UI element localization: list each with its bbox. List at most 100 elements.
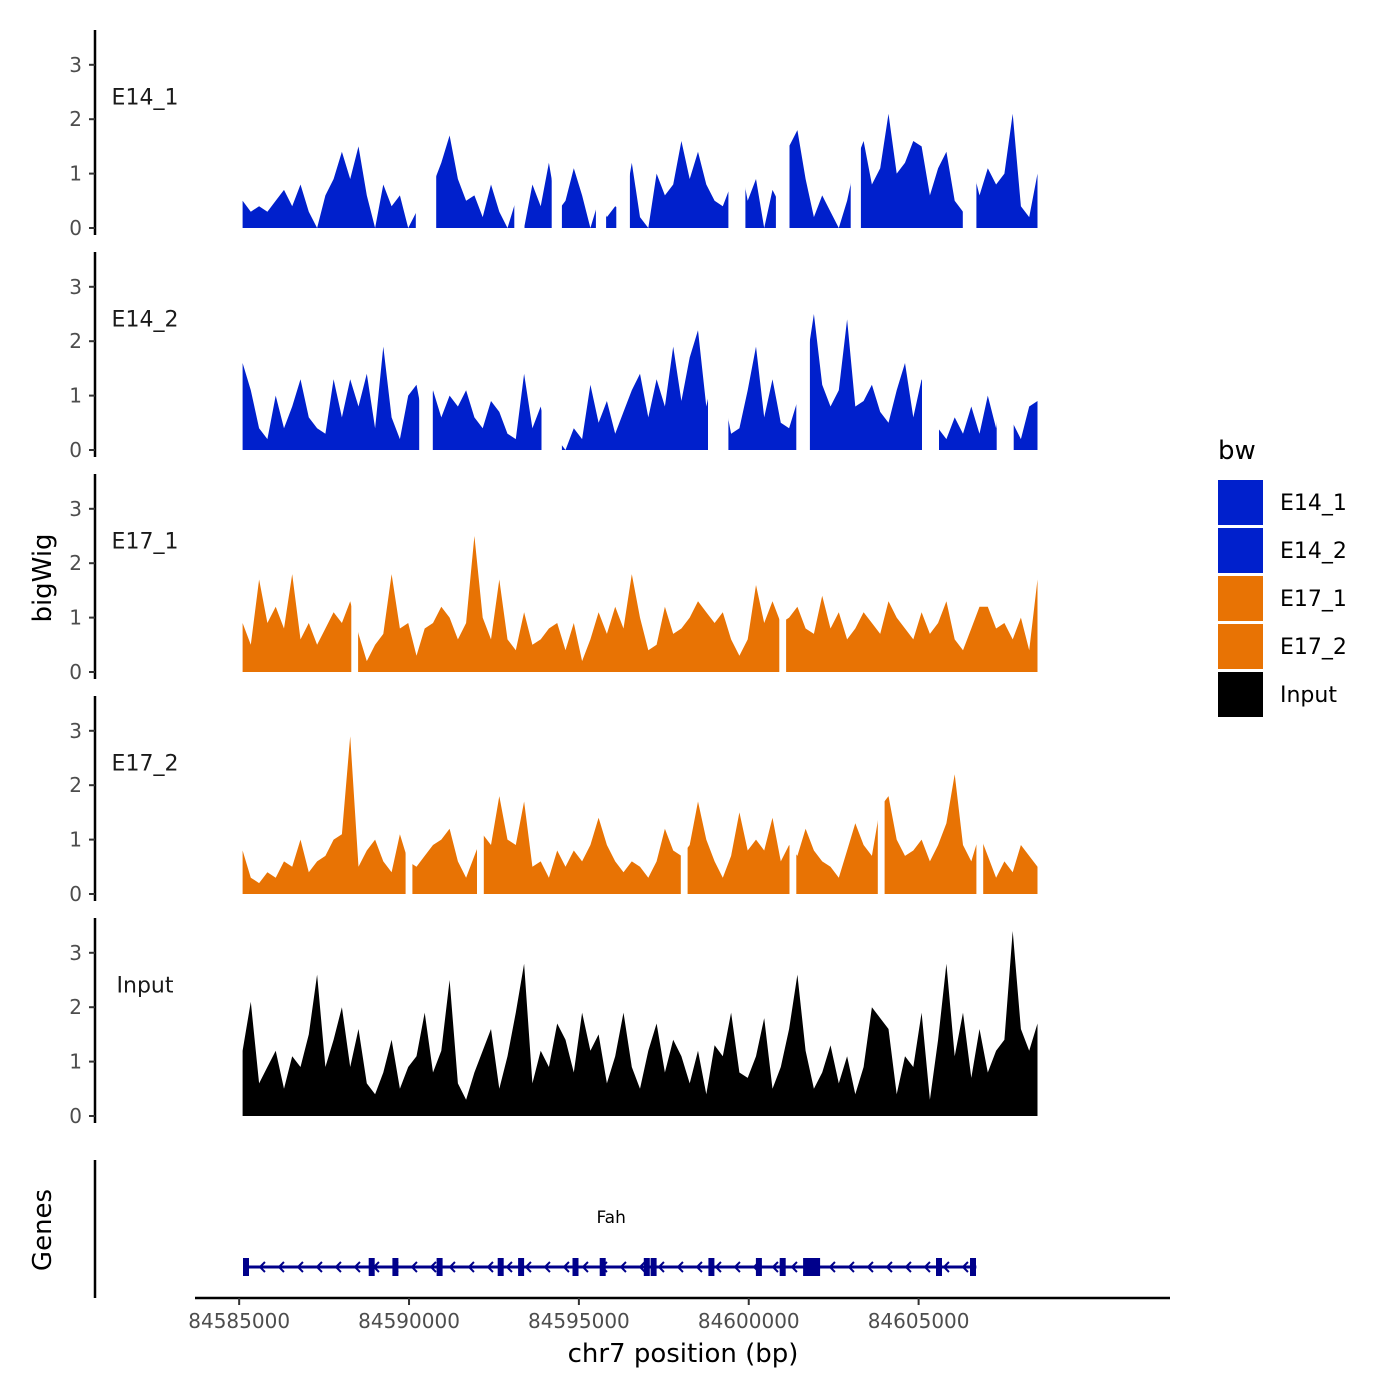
- signal-gap: [415, 30, 437, 230]
- signal-area-e17-1: [242, 536, 1038, 672]
- legend-swatch: [1218, 528, 1263, 573]
- exon: [436, 1258, 443, 1276]
- track-e17-1: 0 1 2 3 E17_1: [69, 474, 1038, 684]
- strand-arrow: [866, 1261, 874, 1273]
- legend-label: E14_1: [1280, 491, 1347, 516]
- exon-large: [803, 1258, 821, 1276]
- strand-arrow: [258, 1261, 266, 1273]
- strand-arrow: [942, 1261, 950, 1273]
- exon: [708, 1258, 715, 1276]
- strand-arrow: [904, 1261, 912, 1273]
- signal-gap: [708, 252, 729, 452]
- signal-gap: [477, 696, 484, 896]
- gene-name-label: Fah: [596, 1208, 625, 1228]
- x-tick-label: 84605000: [868, 1309, 970, 1333]
- y-tick-label: 3: [69, 53, 82, 77]
- exon: [643, 1258, 650, 1276]
- strand-arrow: [657, 1261, 665, 1273]
- track-input: 0 1 2 3 Input: [69, 918, 1038, 1128]
- gene-panel: Fah: [93, 1160, 977, 1298]
- signal-gap: [877, 696, 885, 896]
- signal-gap: [976, 696, 984, 896]
- signal-gap: [419, 252, 433, 452]
- y-tick-label: 2: [69, 995, 82, 1019]
- y-tick-label: 1: [69, 162, 82, 186]
- signal-area-input: [242, 931, 1038, 1116]
- y-tick-label: 1: [69, 606, 82, 630]
- x-tick-label: 84600000: [698, 1309, 800, 1333]
- strand-arrow: [676, 1261, 684, 1273]
- signal-gap: [541, 252, 562, 452]
- strand-arrow: [467, 1261, 475, 1273]
- strand-arrow: [524, 1261, 532, 1273]
- legend-swatch: [1218, 672, 1263, 717]
- y-tick-label: 3: [69, 497, 82, 521]
- strand-arrow: [315, 1261, 323, 1273]
- y-tick-label: 0: [69, 882, 82, 906]
- strand-arrow: [296, 1261, 304, 1273]
- y-tick-label: 0: [69, 660, 82, 684]
- x-axis-title: chr7 position (bp): [568, 1339, 799, 1369]
- signal-gap: [551, 30, 562, 230]
- exon: [368, 1258, 375, 1276]
- signal-gap: [595, 30, 607, 230]
- legend-label: Input: [1280, 683, 1337, 708]
- strand-arrow: [543, 1261, 551, 1273]
- track-label: E14_2: [112, 307, 179, 332]
- track-label: E17_2: [112, 751, 179, 776]
- y-tick-label: 2: [69, 773, 82, 797]
- strand-arrow: [334, 1261, 342, 1273]
- strand-arrow: [581, 1261, 589, 1273]
- signal-gap: [922, 252, 939, 452]
- exon: [572, 1258, 579, 1276]
- track-label: Input: [117, 973, 174, 998]
- exon: [650, 1258, 657, 1276]
- y-tick-label: 0: [69, 1104, 82, 1128]
- legend-label: E17_2: [1280, 635, 1347, 660]
- strand-arrow: [638, 1261, 646, 1273]
- exon: [392, 1258, 399, 1276]
- signal-area-e14-2: [242, 314, 1038, 450]
- strand-arrow: [562, 1261, 570, 1273]
- signal-gap: [779, 474, 787, 674]
- strand-arrow: [847, 1261, 855, 1273]
- y-axis-title: bigWig: [28, 533, 58, 622]
- signal-gap: [680, 696, 688, 896]
- y-tick-label: 3: [69, 941, 82, 965]
- y-tick-label: 1: [69, 828, 82, 852]
- x-axis: 84585000 84590000 84595000 84600000 84605000: [188, 1296, 1170, 1333]
- strand-arrow: [505, 1261, 513, 1273]
- y-tick-label: 2: [69, 329, 82, 353]
- legend-label: E17_1: [1280, 587, 1347, 612]
- signal-area-e14-1: [242, 113, 1038, 228]
- exon: [599, 1258, 606, 1276]
- y-tick-label: 0: [69, 216, 82, 240]
- exon: [970, 1258, 976, 1276]
- x-tick-label: 84585000: [188, 1309, 290, 1333]
- legend-swatch: [1218, 480, 1263, 525]
- strand-arrow: [885, 1261, 893, 1273]
- track-e17-2: 0 1 2 3 E17_2: [69, 696, 1038, 906]
- signal-gap: [775, 30, 790, 230]
- y-tick-label: 0: [69, 438, 82, 462]
- strand-arrow: [771, 1261, 779, 1273]
- genes-track-title: Genes: [28, 1189, 58, 1271]
- strand-arrow: [277, 1261, 285, 1273]
- strand-arrow: [448, 1261, 456, 1273]
- strand-arrow: [790, 1261, 798, 1273]
- exon: [755, 1258, 762, 1276]
- legend: bw E14_1 E14_2 E17_1 E17_2 Input: [1218, 436, 1347, 717]
- strand-arrow: [695, 1261, 703, 1273]
- legend-swatch: [1218, 624, 1263, 669]
- x-tick-label: 84590000: [358, 1309, 460, 1333]
- y-tick-label: 3: [69, 275, 82, 299]
- y-tick-label: 2: [69, 551, 82, 575]
- strand-arrow: [828, 1261, 836, 1273]
- track-label: E14_1: [112, 85, 179, 110]
- legend-swatch: [1218, 576, 1263, 621]
- strand-arrow: [714, 1261, 722, 1273]
- exon: [497, 1258, 504, 1276]
- y-tick-label: 1: [69, 384, 82, 408]
- signal-gap: [351, 474, 359, 674]
